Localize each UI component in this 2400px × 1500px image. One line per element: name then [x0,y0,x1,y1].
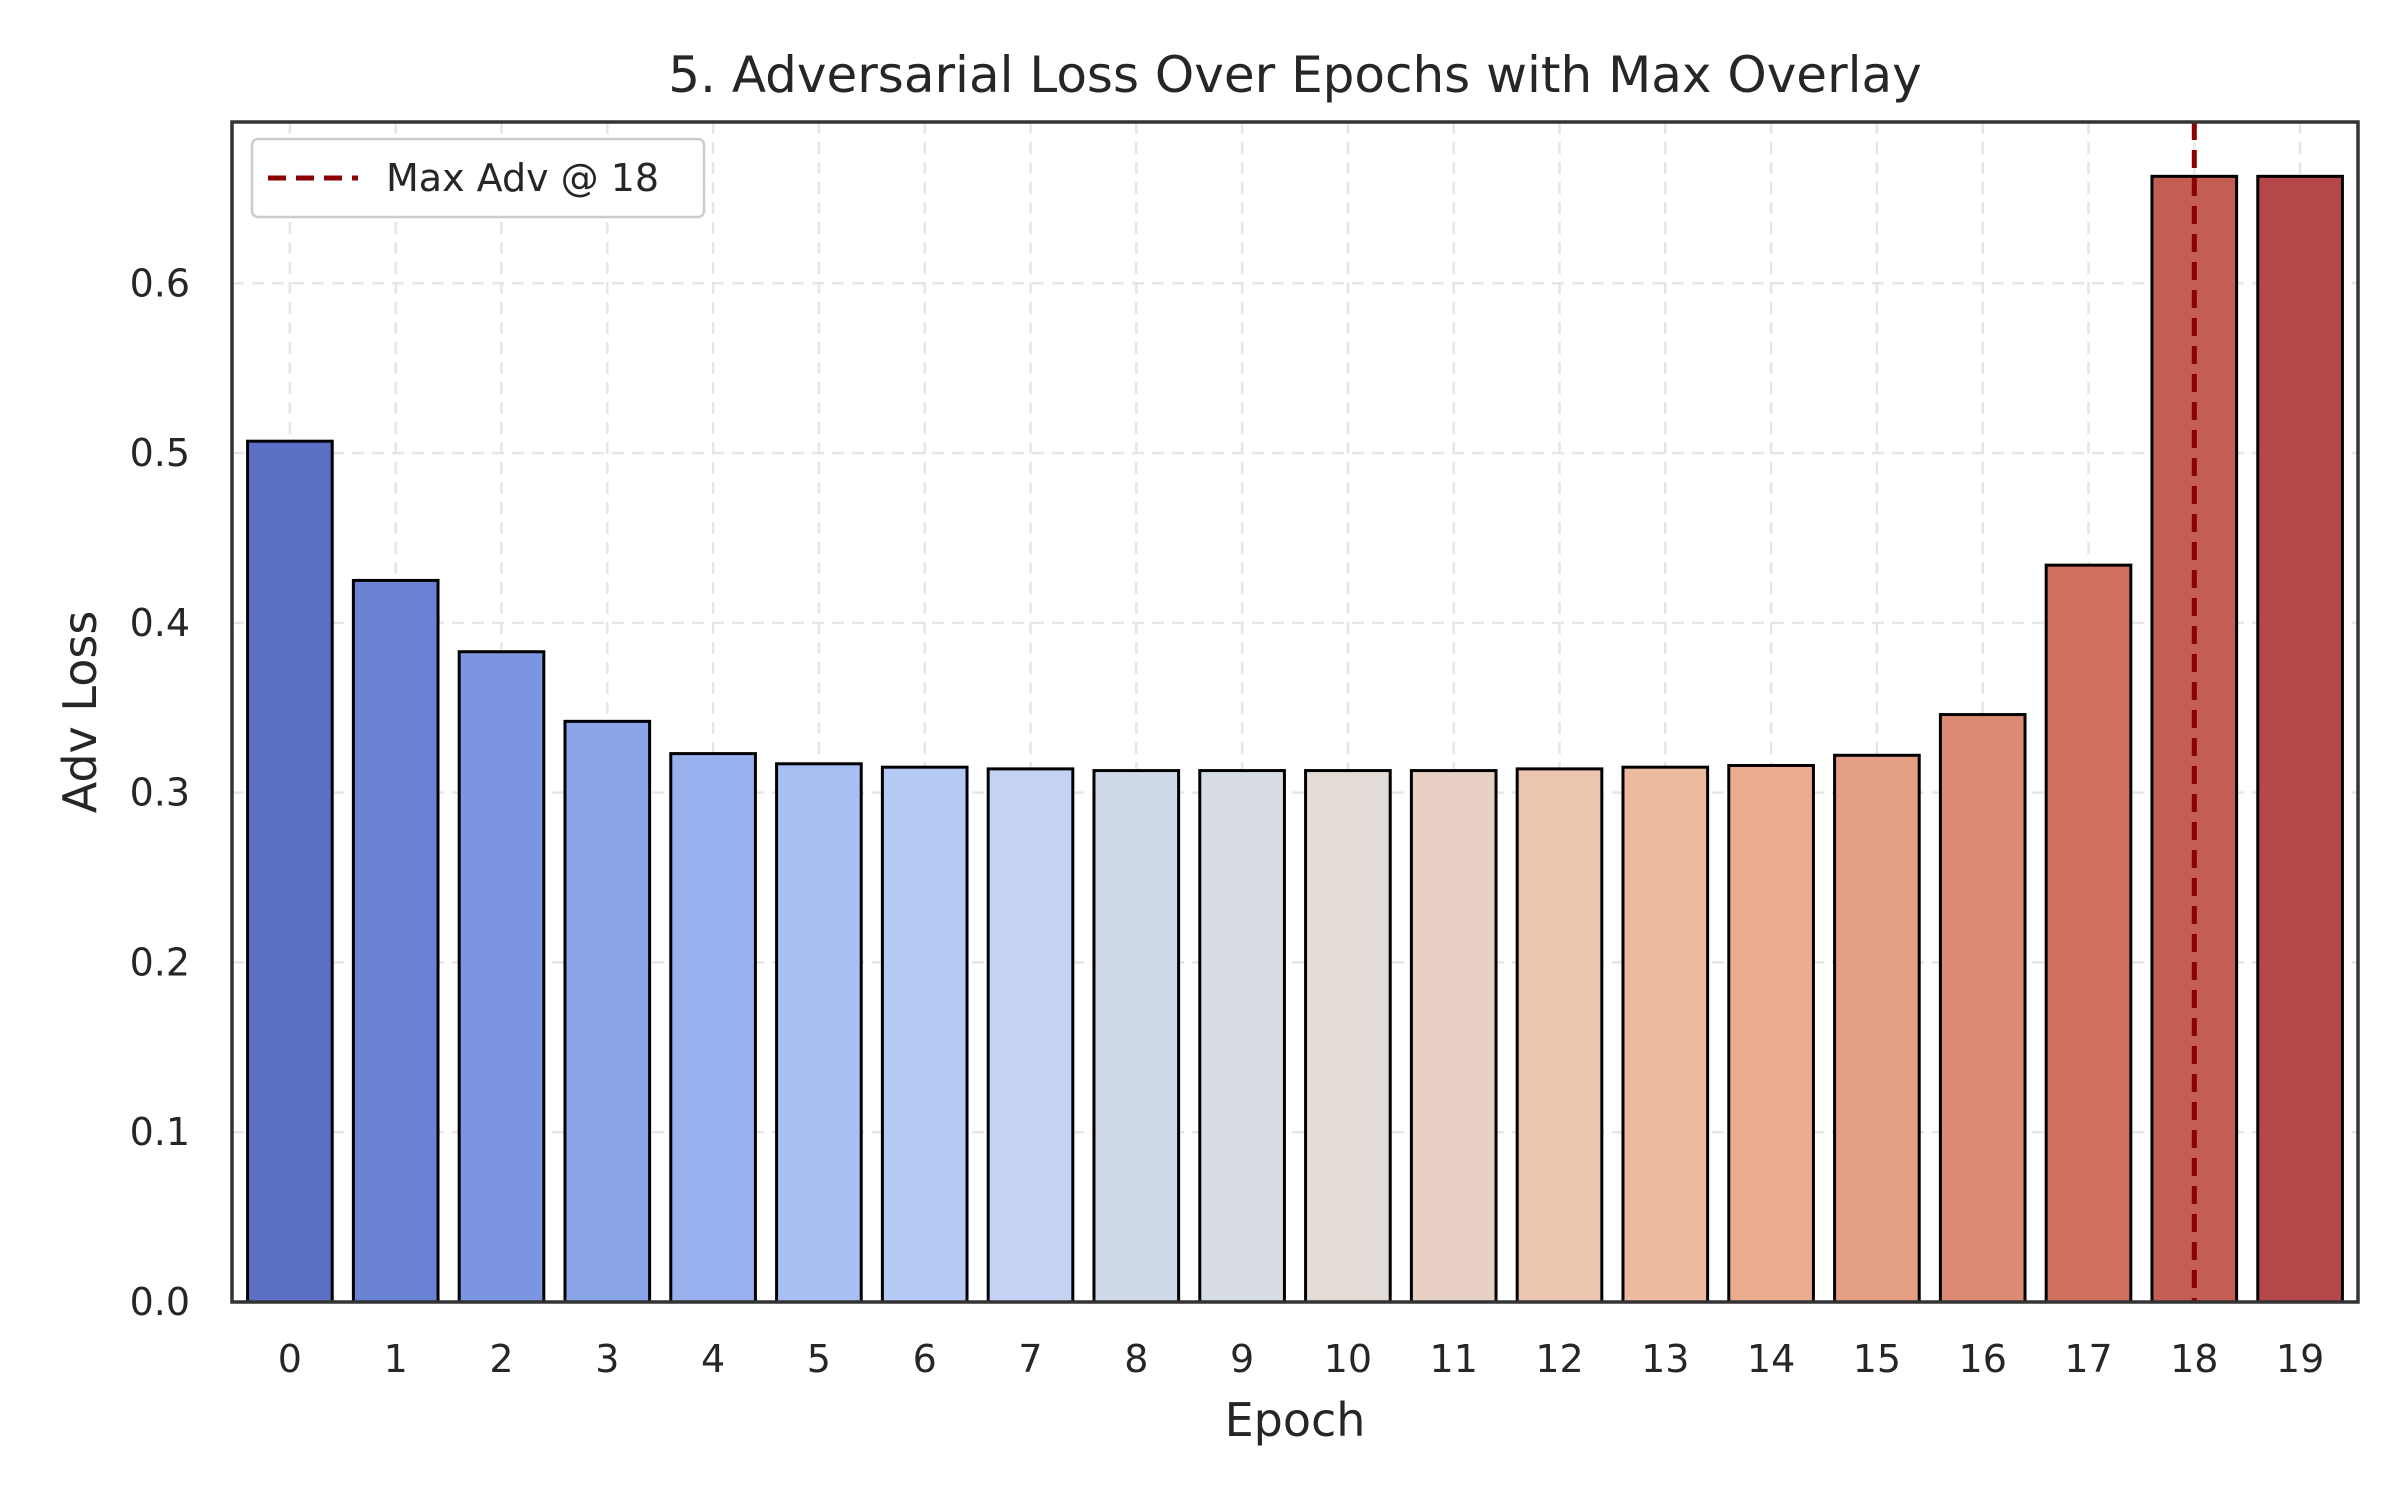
x-tick-label: 18 [2170,1337,2218,1381]
x-tick-label: 9 [1230,1337,1254,1381]
x-tick-label: 12 [1535,1337,1583,1381]
legend-box [250,137,706,219]
x-tick-label: 17 [2064,1337,2112,1381]
bar-epoch-19 [2256,174,2344,1304]
x-tick-label: 14 [1747,1337,1795,1381]
x-tick-label: 8 [1124,1337,1148,1381]
legend: Max Adv @ 18 [250,137,706,219]
bar-epoch-17 [2044,563,2133,1304]
x-tick-label: 3 [595,1337,619,1381]
bar-epoch-6 [880,765,969,1304]
bar-epoch-7 [986,767,1075,1304]
x-tick-label: 15 [1853,1337,1901,1381]
bar-epoch-15 [1833,753,1921,1304]
bar-epoch-2 [457,650,546,1304]
bar-epoch-12 [1515,767,1604,1304]
grid [232,122,2358,1304]
bar-epoch-3 [563,719,652,1304]
x-axis-label: Epoch [1225,1393,1366,1447]
y-tick-label: 0.0 [130,1280,190,1324]
y-axis-ticks: 0.0 0.1 0.2 0.3 0.4 0.5 0.6 [130,261,190,1324]
y-tick-label: 0.4 [130,601,190,645]
y-tick-label: 0.3 [130,771,190,815]
y-tick-label: 0.6 [130,261,190,305]
bar-epoch-14 [1727,763,1815,1304]
bar-epoch-0 [246,439,334,1304]
x-tick-label: 5 [807,1337,831,1381]
x-tick-label: 7 [1018,1337,1042,1381]
y-tick-label: 0.5 [130,431,190,475]
x-axis-ticks: 0 1 2 3 4 5 6 7 8 9 10 11 12 13 14 15 16 17 18 19 [278,1337,2324,1381]
plot-frame [230,120,2360,1304]
x-tick-label: 6 [913,1337,937,1381]
legend-entry-max-adv: Max Adv @ 18 [386,156,659,200]
x-tick-label: 4 [701,1337,725,1381]
bar-epoch-8 [1092,769,1181,1304]
bar-epoch-9 [1198,769,1286,1304]
x-tick-label: 19 [2276,1337,2324,1381]
x-tick-label: 2 [489,1337,513,1381]
bar-epoch-16 [1938,713,2027,1304]
bar-epoch-1 [351,578,440,1304]
bar-epoch-10 [1304,769,1392,1304]
bars [246,174,2344,1304]
x-tick-label: 16 [1959,1337,2007,1381]
y-tick-label: 0.2 [130,940,190,984]
x-tick-label: 13 [1641,1337,1689,1381]
bar-epoch-5 [775,762,863,1304]
y-axis-label: Adv Loss [53,611,107,814]
bar-epoch-13 [1621,765,1710,1304]
bar-epoch-11 [1409,769,1498,1304]
x-tick-label: 11 [1430,1337,1478,1381]
x-tick-label: 10 [1324,1337,1372,1381]
x-tick-label: 1 [384,1337,408,1381]
y-tick-label: 0.1 [130,1110,190,1154]
x-tick-label: 0 [278,1337,302,1381]
chart-title: 5. Adversarial Loss Over Epochs with Max… [668,46,1922,104]
bar-epoch-4 [669,752,757,1304]
